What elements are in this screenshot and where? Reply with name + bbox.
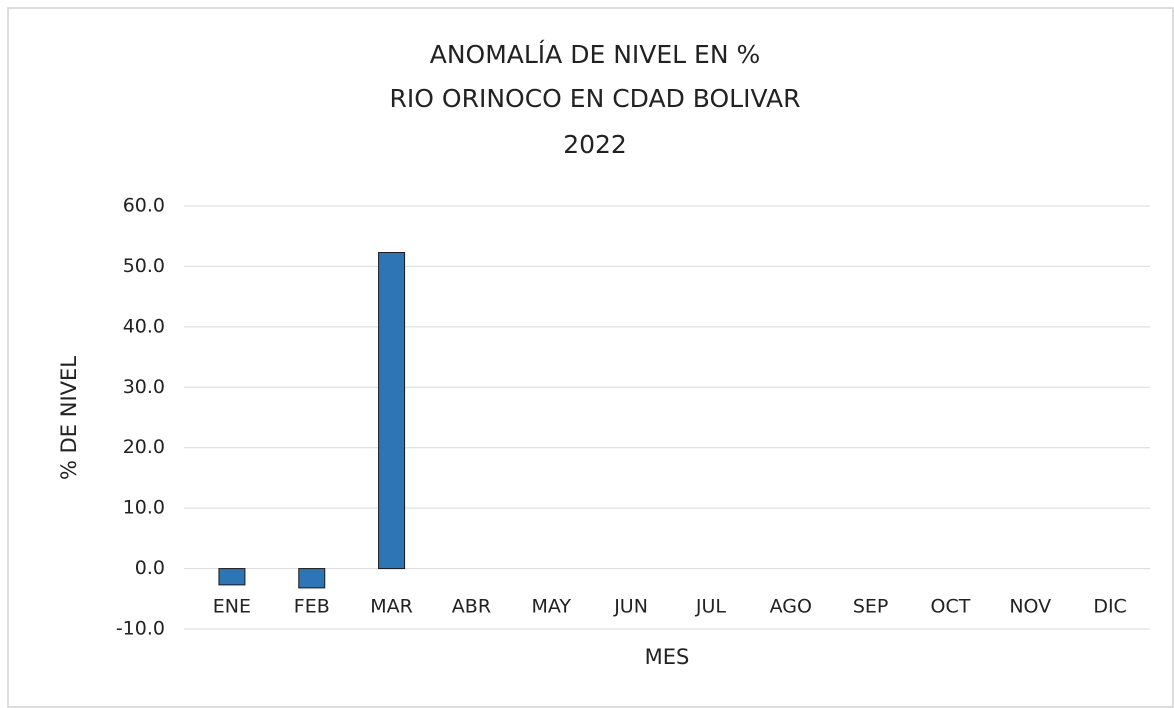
y-axis-label: % DE NIVEL — [57, 356, 81, 480]
x-tick-label: JUL — [695, 596, 727, 618]
x-tick-label: AGO — [770, 596, 812, 618]
x-tick-label: OCT — [931, 596, 971, 618]
x-axis-label: MES — [645, 645, 690, 669]
x-tick-label: NOV — [1009, 596, 1051, 618]
bar — [218, 568, 246, 586]
bar — [298, 568, 326, 589]
bar — [378, 252, 406, 570]
y-tick-label: 60.0 — [123, 195, 165, 217]
x-tick-label: SEP — [853, 596, 889, 618]
chart-title: ANOMALÍA DE NIVEL EN % — [430, 40, 761, 69]
chart-title: 2022 — [563, 130, 627, 159]
chart-title: RIO ORINOCO EN CDAD BOLIVAR — [390, 84, 801, 113]
x-tick-label: ABR — [452, 596, 491, 618]
y-tick-label: 20.0 — [123, 436, 165, 458]
x-tick-label: ENE — [213, 596, 251, 618]
x-tick-label: MAY — [531, 596, 571, 618]
chart-border — [7, 7, 1174, 708]
y-tick-label: 10.0 — [123, 497, 165, 519]
x-tick-label: JUN — [613, 596, 648, 618]
x-tick-label: FEB — [294, 596, 330, 618]
y-tick-label: 0.0 — [135, 557, 165, 579]
y-tick-label: 50.0 — [123, 255, 165, 277]
y-tick-label: 40.0 — [123, 315, 165, 337]
x-tick-label: MAR — [370, 596, 413, 618]
y-tick-label: -10.0 — [116, 618, 165, 640]
x-tick-label: DIC — [1093, 596, 1127, 618]
y-tick-label: 30.0 — [123, 376, 165, 398]
